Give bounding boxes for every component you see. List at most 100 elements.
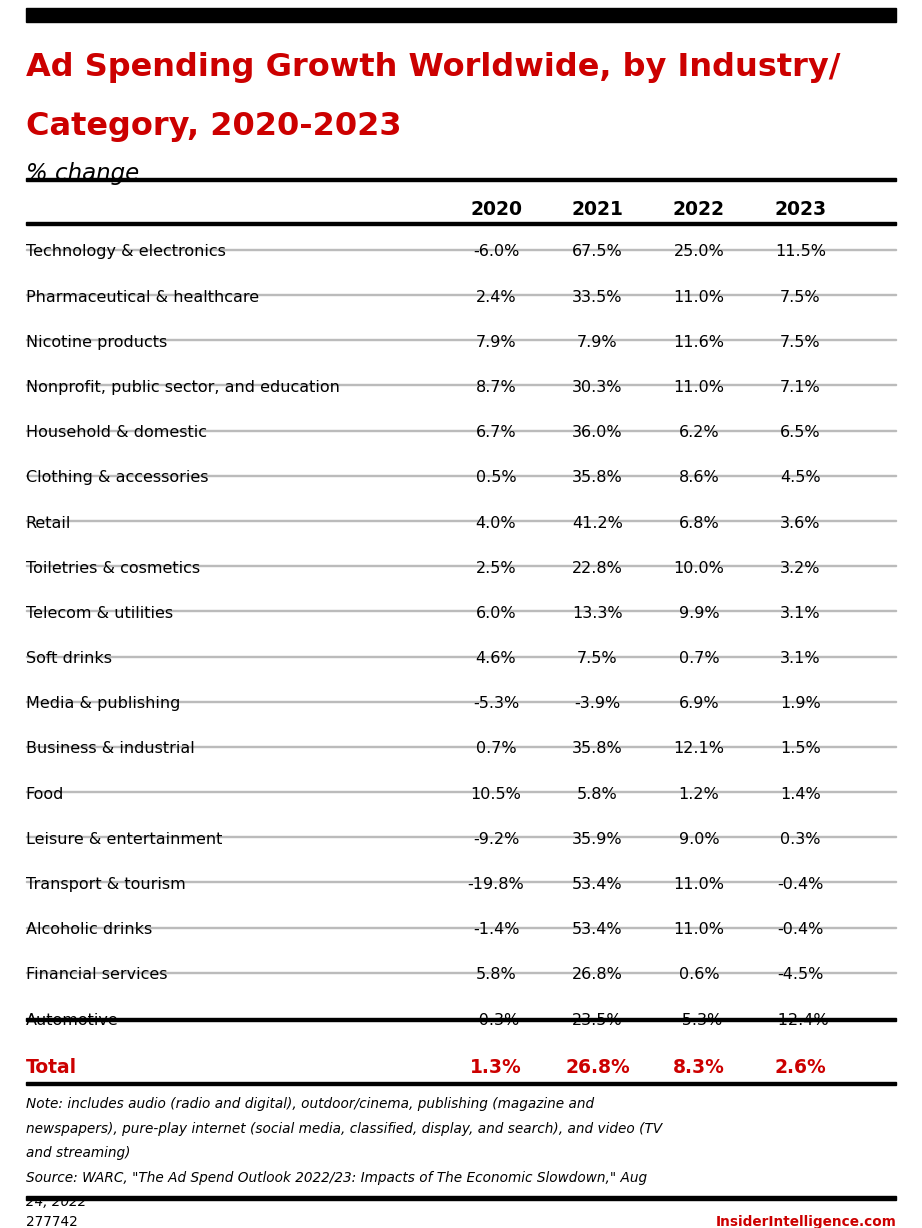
Text: 2.6%: 2.6% [774,1057,826,1077]
Text: -1.4%: -1.4% [473,922,519,937]
Text: 13.3%: 13.3% [573,605,622,621]
Text: Business & industrial: Business & industrial [26,742,195,756]
Text: 11.0%: 11.0% [673,877,725,892]
Text: 7.1%: 7.1% [780,379,821,395]
Text: 7.5%: 7.5% [577,651,618,666]
Text: 12.1%: 12.1% [673,742,725,756]
Text: 2021: 2021 [572,200,623,219]
Text: Financial services: Financial services [26,968,167,982]
Text: 53.4%: 53.4% [573,877,622,892]
Text: Category, 2020-2023: Category, 2020-2023 [26,112,401,142]
Text: 4.5%: 4.5% [780,470,821,485]
Bar [26,1018,896,1020]
Text: 11.5%: 11.5% [774,244,826,259]
Text: 11.0%: 11.0% [673,922,725,937]
Text: 3.1%: 3.1% [780,651,821,666]
Text: 7.9%: 7.9% [577,335,618,350]
Text: 67.5%: 67.5% [572,244,623,259]
Text: 11.6%: 11.6% [673,335,725,350]
Text: 8.3%: 8.3% [673,1057,725,1077]
Text: 6.5%: 6.5% [780,425,821,440]
Text: Note: includes audio (radio and digital), outdoor/cinema, publishing (magazine a: Note: includes audio (radio and digital)… [26,1097,594,1111]
Text: 1.3%: 1.3% [470,1057,522,1077]
Text: 5.8%: 5.8% [476,968,516,982]
Text: Clothing & accessories: Clothing & accessories [26,470,208,485]
Text: 26.8%: 26.8% [572,968,623,982]
Text: 26.8%: 26.8% [565,1057,630,1077]
Text: 4.0%: 4.0% [476,516,516,530]
Text: 1.2%: 1.2% [679,787,719,802]
Text: newspapers), pure-play internet (social media, classified, display, and search),: newspapers), pure-play internet (social … [26,1121,662,1136]
Text: 23.5%: 23.5% [573,1013,622,1028]
Text: 7.9%: 7.9% [476,335,516,350]
Text: -9.2%: -9.2% [473,831,519,847]
Text: 6.8%: 6.8% [679,516,719,530]
Text: and streaming): and streaming) [26,1146,130,1160]
Text: 2.5%: 2.5% [476,561,516,576]
Text: 1.9%: 1.9% [780,696,821,711]
Text: 2020: 2020 [470,200,522,219]
Text: 10.5%: 10.5% [470,787,522,802]
Text: Source: WARC, "The Ad Spend Outlook 2022/23: Impacts of The Economic Slowdown," : Source: WARC, "The Ad Spend Outlook 2022… [26,1170,647,1185]
Text: 2023: 2023 [774,200,826,219]
Text: Ad Spending Growth Worldwide, by Industry/: Ad Spending Growth Worldwide, by Industr… [26,52,840,82]
Text: 0.3%: 0.3% [780,831,821,847]
Text: Nonprofit, public sector, and education: Nonprofit, public sector, and education [26,379,339,395]
Text: Alcoholic drinks: Alcoholic drinks [26,922,152,937]
Text: -0.4%: -0.4% [777,877,823,892]
Text: 1.4%: 1.4% [780,787,821,802]
Text: 33.5%: 33.5% [573,290,622,305]
Text: 7.5%: 7.5% [780,335,821,350]
Text: Food: Food [26,787,65,802]
Text: -4.5%: -4.5% [777,968,823,982]
Text: -12.4%: -12.4% [772,1013,829,1028]
Bar [26,1196,896,1200]
Text: Telecom & utilities: Telecom & utilities [26,605,173,621]
Text: % change: % change [26,162,139,185]
Text: 7.5%: 7.5% [780,290,821,305]
Text: 35.8%: 35.8% [572,470,623,485]
Text: 0.7%: 0.7% [679,651,719,666]
Text: -3.9%: -3.9% [574,696,621,711]
Bar [26,178,896,181]
Text: 0.5%: 0.5% [476,470,516,485]
Text: -5.3%: -5.3% [473,696,519,711]
Text: 3.1%: 3.1% [780,605,821,621]
Text: 6.9%: 6.9% [679,696,719,711]
Text: 9.9%: 9.9% [679,605,719,621]
Text: 5.8%: 5.8% [577,787,618,802]
Text: -0.4%: -0.4% [777,922,823,937]
Text: 6.0%: 6.0% [476,605,516,621]
Text: 277742: 277742 [26,1216,77,1228]
Text: 1.5%: 1.5% [780,742,821,756]
Text: Toiletries & cosmetics: Toiletries & cosmetics [26,561,200,576]
Text: 8.6%: 8.6% [679,470,719,485]
Text: -19.8%: -19.8% [467,877,525,892]
Text: 22.8%: 22.8% [572,561,623,576]
Text: Retail: Retail [26,516,71,530]
Text: 35.8%: 35.8% [572,742,623,756]
Text: -6.0%: -6.0% [473,244,519,259]
Text: 11.0%: 11.0% [673,290,725,305]
Text: 53.4%: 53.4% [573,922,622,937]
Text: 41.2%: 41.2% [572,516,623,530]
Bar [26,9,896,22]
Text: 2.4%: 2.4% [476,290,516,305]
Text: 4.6%: 4.6% [476,651,516,666]
Text: 2022: 2022 [673,200,725,219]
Text: Nicotine products: Nicotine products [26,335,167,350]
Text: -5.3%: -5.3% [676,1013,722,1028]
Text: 9.0%: 9.0% [679,831,719,847]
Text: Leisure & entertainment: Leisure & entertainment [26,831,222,847]
Text: InsiderIntelligence.com: InsiderIntelligence.com [715,1216,896,1228]
Text: Automotive: Automotive [26,1013,119,1028]
Bar [26,1082,896,1084]
Text: 6.7%: 6.7% [476,425,516,440]
Text: 3.6%: 3.6% [780,516,821,530]
Text: 35.9%: 35.9% [573,831,622,847]
Text: 6.2%: 6.2% [679,425,719,440]
Text: Pharmaceutical & healthcare: Pharmaceutical & healthcare [26,290,259,305]
Text: 25.0%: 25.0% [673,244,725,259]
Text: 0.7%: 0.7% [476,742,516,756]
Text: -0.3%: -0.3% [473,1013,519,1028]
